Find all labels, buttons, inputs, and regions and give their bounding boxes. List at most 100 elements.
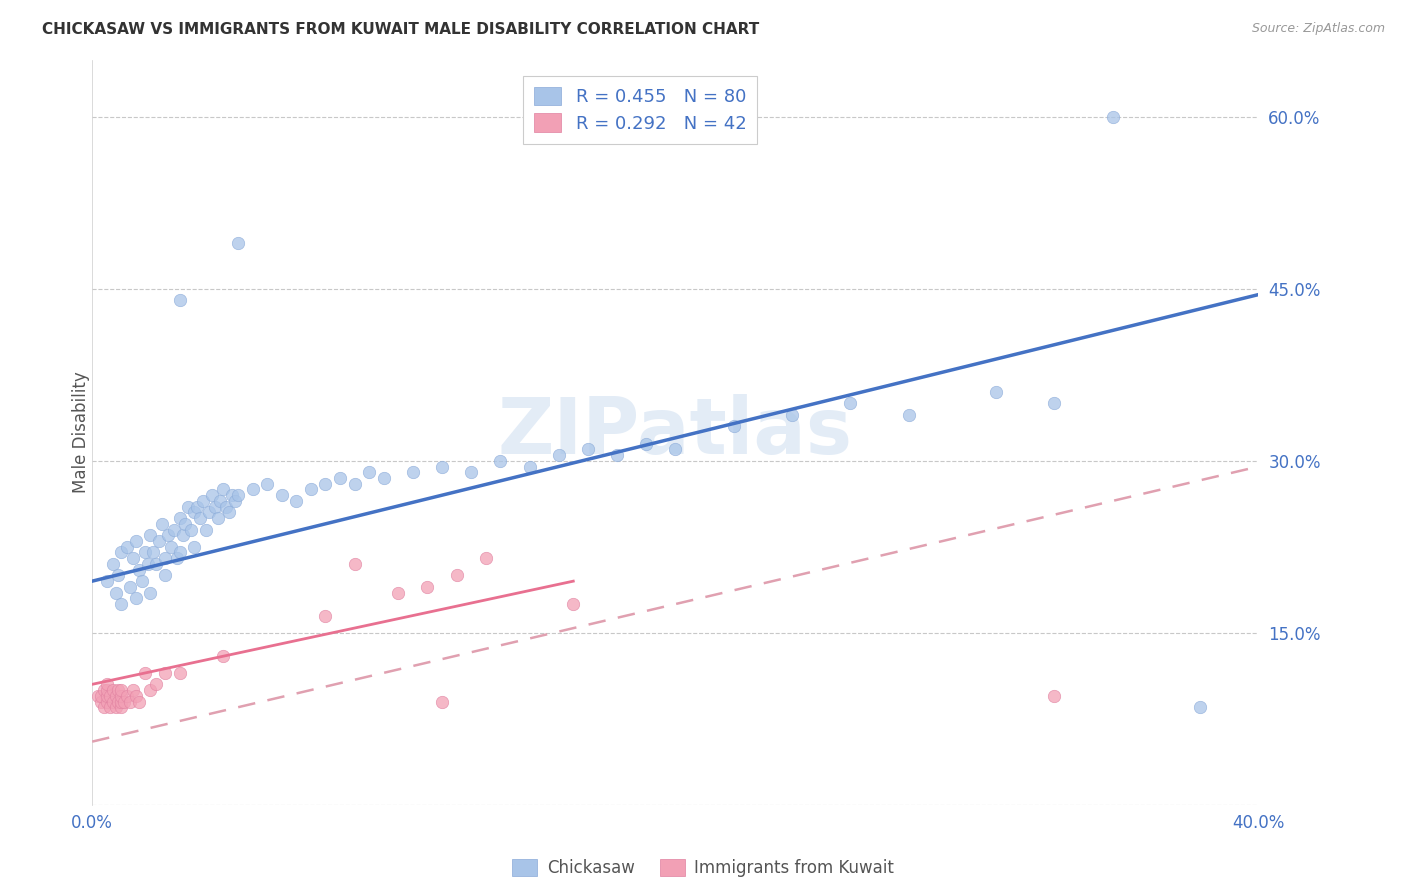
Point (489, 454, 512, 468)
Point (160, 540, 183, 554)
Point (402, 465, 425, 479)
Point (183, 505, 205, 519)
Point (110, 700, 132, 714)
Point (169, 511, 191, 525)
Point (299, 483, 322, 497)
Point (209, 494, 232, 508)
Point (131, 574, 153, 589)
Point (314, 476, 336, 491)
Point (125, 689, 148, 703)
Point (110, 597, 132, 611)
Point (134, 545, 156, 559)
Point (145, 677, 167, 691)
Point (224, 494, 246, 508)
Point (107, 694, 129, 708)
Point (104, 585, 127, 599)
Point (226, 235, 249, 250)
Point (242, 483, 264, 497)
Point (139, 585, 162, 599)
Point (519, 459, 541, 474)
Point (839, 396, 862, 410)
Point (96, 683, 118, 698)
Point (153, 665, 176, 680)
Point (576, 442, 599, 457)
Point (96, 694, 118, 708)
Y-axis label: Male Disability: Male Disability (72, 371, 90, 493)
Point (897, 408, 920, 422)
Point (136, 557, 159, 571)
Point (93, 683, 115, 698)
Point (139, 528, 162, 542)
Point (163, 523, 186, 537)
Point (98, 700, 121, 714)
Point (177, 500, 200, 514)
Point (215, 500, 238, 514)
Point (174, 516, 197, 531)
Point (212, 483, 235, 497)
Point (343, 557, 366, 571)
Point (1101, 110, 1123, 124)
Point (122, 683, 145, 698)
Text: ZIPatlas: ZIPatlas (498, 394, 853, 470)
Point (430, 694, 453, 708)
Point (359, 465, 381, 479)
Point (723, 419, 745, 434)
Point (285, 494, 308, 508)
Point (218, 505, 240, 519)
Point (329, 471, 352, 485)
Point (270, 488, 292, 502)
Point (145, 557, 167, 571)
Point (1189, 700, 1212, 714)
Point (110, 689, 132, 703)
Point (98, 689, 121, 703)
Point (104, 700, 127, 714)
Point (166, 551, 188, 566)
Point (101, 683, 124, 698)
Point (107, 683, 129, 698)
Point (101, 557, 124, 571)
Point (256, 476, 278, 491)
Point (125, 591, 148, 606)
Point (636, 436, 658, 450)
Point (115, 689, 138, 703)
Point (226, 488, 249, 502)
Point (110, 694, 132, 708)
Point (172, 528, 194, 542)
Point (547, 448, 569, 462)
Point (212, 648, 235, 663)
Point (198, 505, 221, 519)
Point (186, 500, 208, 514)
Point (156, 528, 179, 542)
Point (87, 689, 110, 703)
Point (107, 568, 129, 582)
Point (562, 597, 585, 611)
Point (96, 574, 118, 589)
Point (104, 689, 127, 703)
Point (115, 540, 138, 554)
Point (191, 494, 214, 508)
Point (101, 694, 124, 708)
Point (188, 511, 211, 525)
Point (139, 683, 162, 698)
Point (387, 585, 409, 599)
Point (153, 551, 176, 566)
Point (183, 540, 205, 554)
Point (416, 580, 439, 594)
Point (169, 665, 191, 680)
Point (984, 384, 1007, 399)
Point (153, 568, 176, 582)
Point (204, 500, 226, 514)
Legend: R = 0.455   N = 80, R = 0.292   N = 42: R = 0.455 N = 80, R = 0.292 N = 42 (523, 76, 758, 144)
Point (122, 551, 145, 566)
Point (120, 580, 142, 594)
Point (128, 563, 150, 577)
Point (475, 551, 498, 566)
Point (112, 694, 135, 708)
Point (446, 568, 468, 582)
Point (169, 293, 191, 308)
Point (460, 465, 482, 479)
Text: Source: ZipAtlas.com: Source: ZipAtlas.com (1251, 22, 1385, 36)
Point (90, 694, 112, 708)
Point (169, 545, 191, 559)
Point (343, 476, 366, 491)
